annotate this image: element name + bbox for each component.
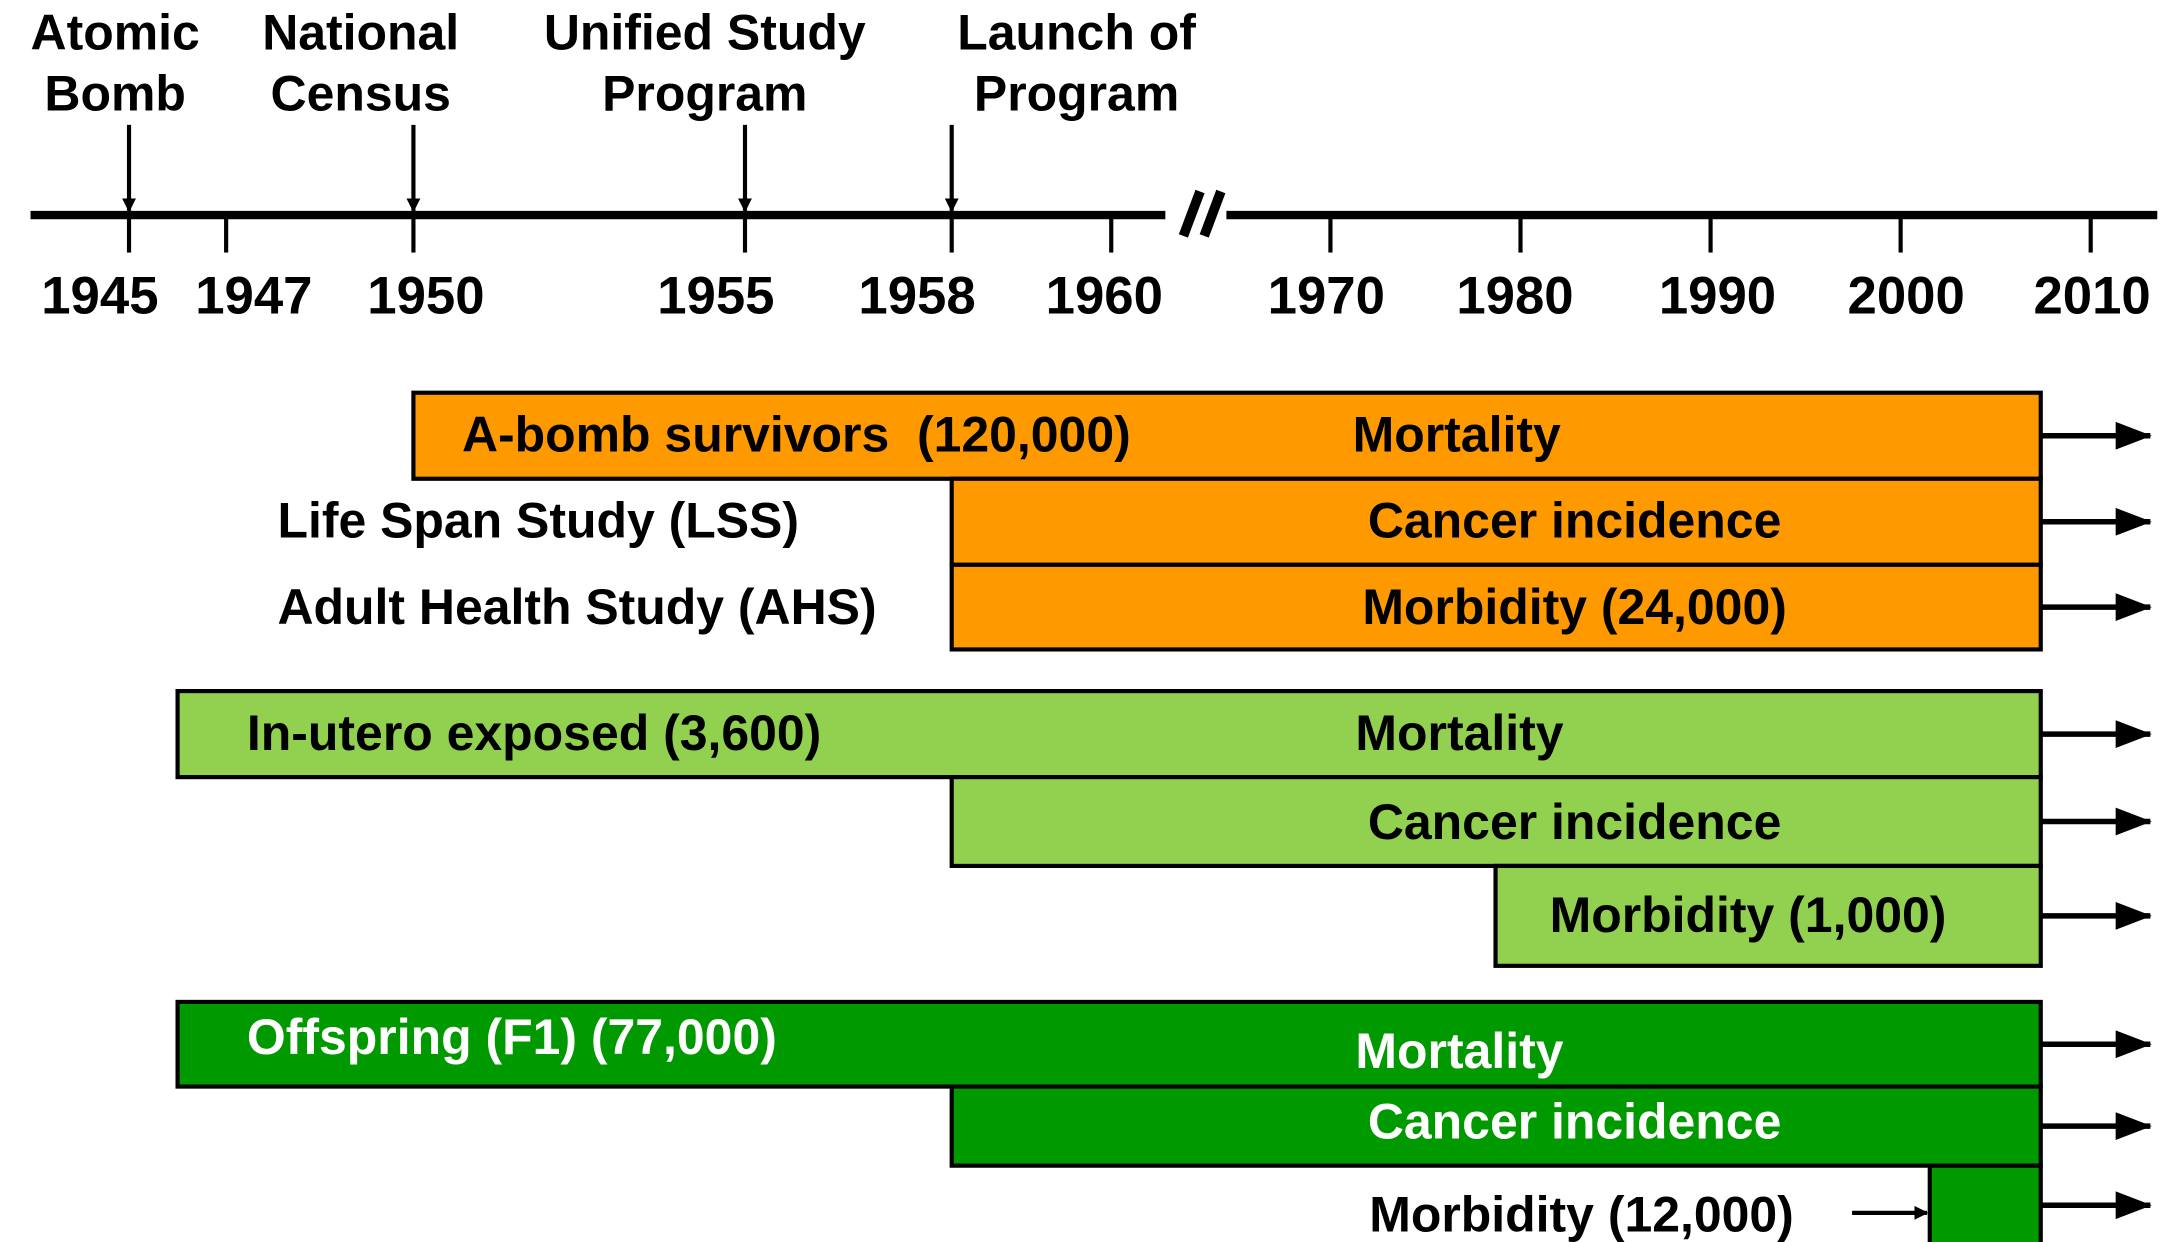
tick-label: 2000 (1848, 267, 1965, 326)
event-label: Program (974, 65, 1179, 121)
cohort-name: Offspring (F1) (77,000) (247, 1009, 777, 1065)
row-label: Mortality (1353, 407, 1561, 463)
study-name: Adult Health Study (AHS) (277, 579, 876, 635)
tick-label: 1958 (858, 267, 975, 326)
event-label: Atomic (31, 4, 200, 60)
cohort-name: In-utero exposed (3,600) (247, 705, 821, 761)
event-label: Bomb (44, 65, 185, 121)
cohort-bar (175, 999, 2043, 1089)
tick-label: 1947 (195, 267, 312, 326)
tick-label: 1980 (1456, 267, 1573, 326)
event-label: National (262, 4, 459, 60)
cohort-bar (411, 390, 2043, 481)
cohort-bar (175, 688, 2043, 780)
cohort-bar (1927, 1163, 2043, 1242)
axis-break (1165, 187, 1227, 243)
row-label: Cancer incidence (1368, 1094, 1781, 1150)
row-label: Mortality (1355, 1023, 1563, 1079)
cohort-bar (949, 1084, 2043, 1168)
study-name: Life Span Study (LSS) (277, 493, 799, 549)
tick-label: 1990 (1659, 267, 1776, 326)
row-label: Mortality (1355, 705, 1563, 761)
timeline: 1945 1947 1950 1955 1958 1960 1970 1980 1990 2000… (30, 4, 2158, 1242)
row-label: Cancer incidence (1368, 794, 1781, 850)
cohort-bar (949, 562, 2043, 652)
event-label: Census (271, 65, 451, 121)
cohort-name: A-bomb survivors (120,000) (462, 407, 1131, 463)
row-label: Morbidity (24,000) (1362, 579, 1787, 635)
cohort-bar (1493, 863, 2043, 968)
row-label: Morbidity (1,000) (1550, 887, 1947, 943)
event-label: Program (602, 65, 807, 121)
tick-label: 1970 (1268, 267, 1385, 326)
tick-label: 1955 (657, 267, 774, 326)
tick-label: 2010 (2033, 267, 2150, 326)
row-label: Cancer incidence (1368, 493, 1781, 549)
event-label: Launch of (957, 4, 1196, 60)
tick-label: 1960 (1046, 267, 1163, 326)
row-label: Morbidity (12,000) (1369, 1187, 1794, 1242)
event-label: Unified Study (544, 4, 866, 60)
tick-label: 1950 (367, 267, 484, 326)
tick-label: 1945 (41, 267, 158, 326)
